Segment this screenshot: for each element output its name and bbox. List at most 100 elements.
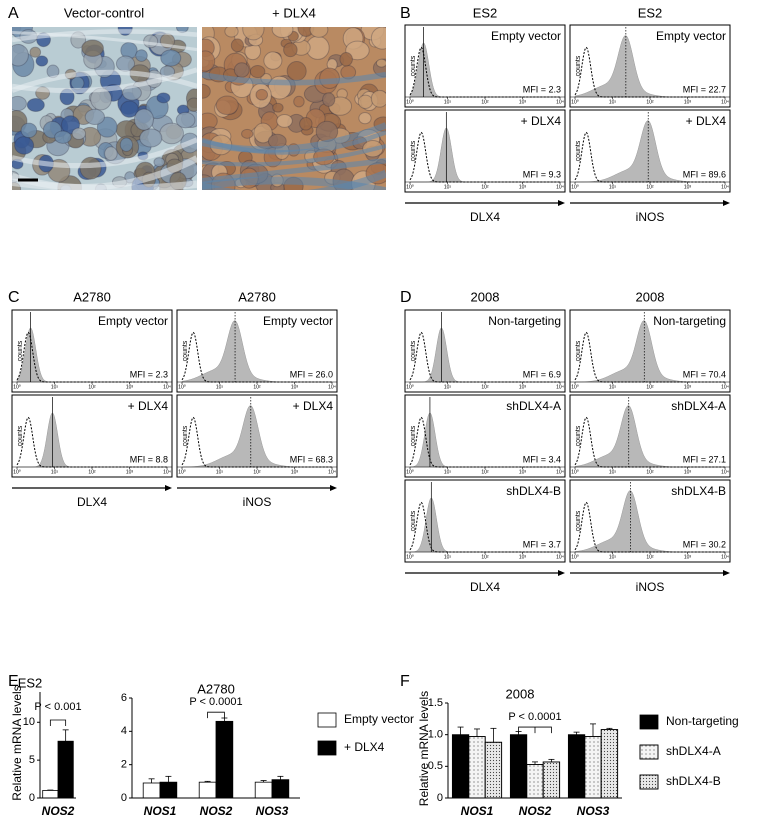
y-tick-label: 0.5	[428, 760, 443, 772]
x-tick-label: 10²	[481, 469, 489, 475]
cell	[133, 108, 155, 131]
x-axis-label: iNOS	[636, 210, 665, 224]
mfi-label: MFI = 70.4	[683, 369, 726, 379]
cell-line-title: 2008	[471, 289, 500, 304]
cell-line-title: A2780	[238, 289, 276, 304]
cell	[175, 111, 196, 129]
condition-label: Empty vector	[263, 314, 333, 328]
cell	[241, 128, 254, 139]
streak	[12, 67, 197, 94]
streak	[12, 30, 197, 52]
condition-label: Empty vector	[491, 29, 561, 43]
arrow-head	[165, 485, 172, 491]
x-tick-label: 10⁰	[571, 554, 579, 560]
x-tick-label: 10⁴	[328, 469, 336, 475]
cell	[119, 137, 134, 152]
cell	[143, 34, 159, 49]
cell	[79, 156, 102, 180]
cell	[186, 97, 197, 112]
x-tick-label: NOS3	[577, 804, 610, 818]
condition-label: Empty vector	[656, 29, 726, 43]
x-tick-label: 10⁴	[721, 99, 729, 105]
legend-label: shDLX4-B	[666, 774, 721, 788]
arrow-head	[330, 485, 337, 491]
cell	[253, 122, 273, 144]
condition-label: + DLX4	[128, 399, 169, 413]
x-tick-label: NOS2	[519, 804, 552, 818]
bar	[451, 734, 470, 799]
cell	[54, 130, 72, 144]
x-tick-label: 10⁴	[721, 184, 729, 190]
x-tick-label: 10¹	[444, 469, 452, 475]
cell	[272, 102, 284, 113]
mfi-label: MFI = 27.1	[683, 454, 726, 464]
mfi-label: MFI = 26.0	[290, 369, 333, 379]
panel-label: F	[400, 673, 410, 690]
significance-bracket	[207, 711, 225, 719]
x-tick-label: 10⁰	[178, 384, 186, 390]
bar-pattern	[526, 764, 544, 799]
cell	[215, 95, 239, 116]
legend-swatch	[317, 712, 337, 728]
condition-label: Non-targeting	[488, 314, 561, 328]
cell	[357, 94, 374, 109]
x-tick-label: 10³	[126, 469, 134, 475]
cell	[242, 27, 265, 41]
legend-label: Non-targeting	[666, 714, 739, 728]
x-tick-label: 10¹	[444, 554, 452, 560]
cell-line-title: ES2	[638, 5, 663, 20]
x-tick-label: 10²	[646, 99, 654, 105]
streak	[202, 157, 386, 184]
cell	[71, 127, 87, 140]
legend-pattern	[639, 744, 659, 760]
mfi-label: MFI = 22.7	[683, 84, 726, 94]
x-tick-label: 10²	[481, 99, 489, 105]
cell	[345, 40, 370, 61]
cell	[276, 113, 293, 128]
x-tick-label: 10¹	[609, 554, 617, 560]
cell	[322, 92, 336, 107]
chart-title: 2008	[506, 686, 535, 701]
x-tick-label: 10⁴	[556, 384, 564, 390]
y-tick-label: 1.0	[428, 729, 443, 741]
cell	[293, 95, 305, 108]
legend-label: shDLX4-A	[666, 744, 721, 758]
cell	[14, 136, 35, 155]
x-tick-label: 10⁰	[406, 384, 414, 390]
x-tick-label: 10⁴	[163, 384, 171, 390]
bar	[42, 790, 59, 799]
x-tick-label: 10⁰	[178, 469, 186, 475]
cell	[156, 92, 171, 104]
bar	[567, 734, 586, 799]
condition-label: + DLX4	[686, 114, 727, 128]
streak	[202, 130, 386, 155]
y-tick-label: 0	[121, 792, 127, 804]
cell	[135, 49, 148, 62]
bar	[271, 779, 290, 799]
x-tick-label: 10²	[481, 184, 489, 190]
y-axis-label: counts	[575, 340, 582, 361]
histogram-frame	[404, 309, 566, 393]
x-tick-label: 10⁴	[721, 554, 729, 560]
x-tick-label: 10⁰	[571, 99, 579, 105]
panel-a-title: Vector-control	[64, 5, 144, 20]
y-tick-label: 5	[29, 754, 35, 766]
x-tick-label: 10¹	[609, 99, 617, 105]
significance-label: P < 0.0001	[189, 696, 242, 708]
cell	[299, 117, 313, 131]
x-tick-label: 10⁰	[406, 184, 414, 190]
condition-label: + DLX4	[521, 114, 562, 128]
x-tick-label: 10³	[291, 469, 299, 475]
cell	[153, 157, 166, 168]
panel-label: C	[8, 289, 20, 306]
mfi-label: MFI = 68.3	[290, 454, 333, 464]
x-tick-label: 10⁰	[571, 184, 579, 190]
streak	[202, 71, 386, 86]
bar	[142, 782, 161, 799]
bar	[57, 740, 74, 799]
cell	[139, 128, 163, 148]
cell	[12, 43, 29, 67]
cell	[283, 42, 298, 58]
x-tick-label: 10⁴	[556, 554, 564, 560]
legend-pattern	[639, 774, 659, 790]
